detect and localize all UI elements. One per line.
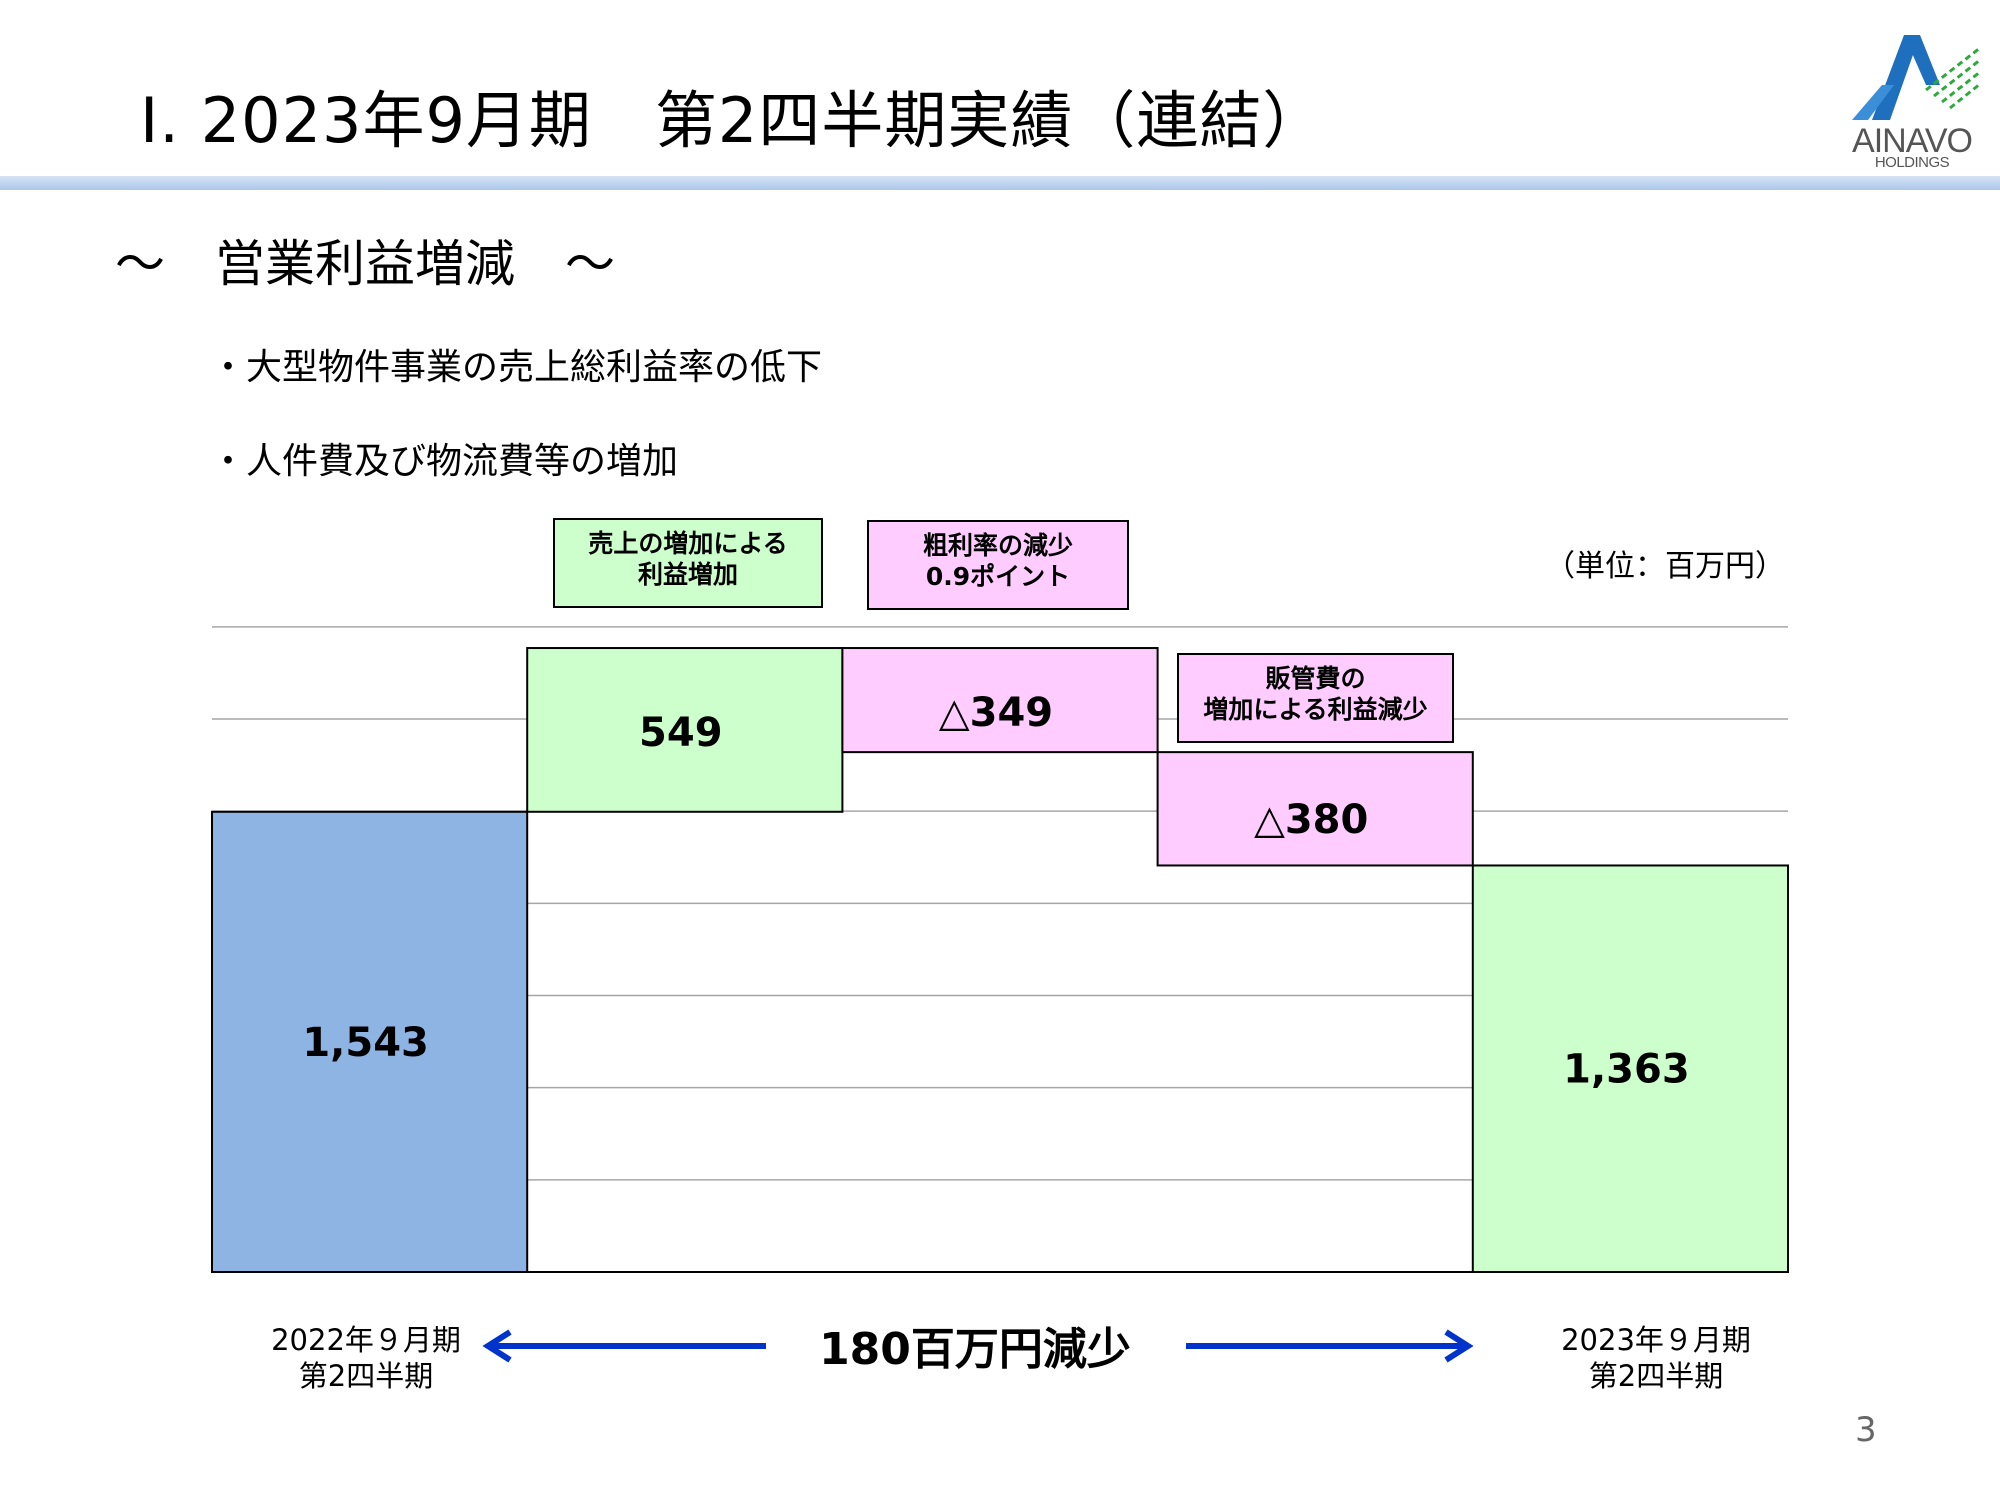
note-line: 0.9ポイント [925, 562, 1071, 591]
data-label: 1,543 [302, 1020, 429, 1066]
note-line: 利益増加 [637, 560, 738, 589]
arrowhead-left-icon [482, 1329, 512, 1363]
bullet-item: ・人件費及び物流費等の増加 [210, 441, 679, 482]
bar [1471, 864, 1790, 1274]
bar [211, 810, 529, 1274]
note-line: 増加による利益減少 [1203, 695, 1428, 724]
logo-subtitle: HOLDINGS [1874, 154, 1950, 171]
data-label: 549 [639, 710, 723, 756]
title-underline [0, 176, 2000, 190]
period-line: 第2四半期 [298, 1359, 434, 1393]
note-sga-increase: 販管費の 増加による利益減少 [1177, 653, 1454, 743]
company-logo: AINAVO HOLDINGS [1842, 30, 1982, 180]
data-label: 1,363 [1563, 1047, 1690, 1093]
note-sales-increase: 売上の増加による 利益増加 [553, 518, 823, 608]
unit-label: （単位：百万円） [1545, 549, 1785, 584]
data-label: △380 [1254, 797, 1368, 843]
bar [526, 647, 844, 813]
data-label: △349 [939, 690, 1053, 736]
difference-label: 180百万円減少 [819, 1324, 1131, 1375]
logo-name: AINAVO [1852, 122, 1973, 160]
logo-mark-icon [1852, 35, 1981, 120]
note-margin-decrease: 粗利率の減少 0.9ポイント [867, 520, 1129, 610]
bullet-item: ・大型物件事業の売上総利益率の低下 [210, 347, 823, 388]
page-number: 3 [1855, 1410, 1877, 1450]
note-line: 売上の増加による [588, 529, 788, 558]
bar [841, 647, 1159, 754]
period-start-label: 2022年９月期 第2四半期 [236, 1322, 496, 1394]
period-line: 2022年９月期 [271, 1323, 461, 1357]
period-line: 第2四半期 [1588, 1359, 1724, 1393]
page-title: Ⅰ. 2023年9月期 第2四半期実績（連結） [140, 84, 1326, 157]
section-heading: ～ 営業利益増減 ～ [115, 235, 615, 293]
note-line: 粗利率の減少 [922, 531, 1073, 560]
period-end-label: 2023年９月期 第2四半期 [1526, 1322, 1786, 1394]
period-line: 2023年９月期 [1561, 1323, 1751, 1357]
arrowhead-right-icon [1444, 1329, 1474, 1363]
note-line: 販管費の [1265, 664, 1366, 693]
bar [1156, 751, 1474, 867]
